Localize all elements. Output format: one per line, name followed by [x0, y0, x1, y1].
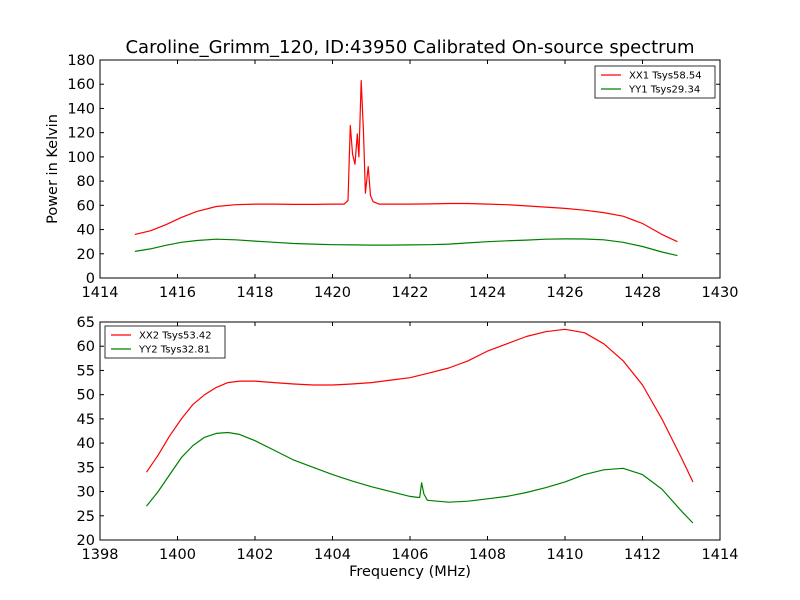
y-axis-title: Power in Kelvin — [45, 114, 61, 224]
x-tick-label: 1414 — [702, 547, 739, 563]
legend: XX1 Tsys58.54 YY1 Tsys29.34 — [594, 65, 716, 99]
series-line-2 — [146, 431, 694, 524]
y-tick-label: 20 — [77, 247, 95, 263]
y-tick-label: 0 — [86, 271, 95, 287]
y-tick-label: 120 — [67, 126, 95, 142]
x-tick-label: 1412 — [624, 547, 661, 563]
y-tick-label: 100 — [67, 150, 95, 166]
x-tick-label: 1422 — [392, 285, 429, 301]
y-tick-label: 40 — [77, 223, 95, 239]
x-tick-label: 1408 — [469, 547, 506, 563]
legend-label: XX1 Tsys58.54 — [629, 71, 702, 82]
y-tick-label: 60 — [77, 198, 95, 214]
x-tick-label: 1414 — [82, 285, 119, 301]
y-tick-label: 140 — [67, 101, 95, 117]
y-tick-label: 55 — [77, 363, 95, 379]
x-tick-label: 1402 — [237, 547, 274, 563]
series-line-2 — [134, 238, 678, 257]
series-line-1 — [146, 328, 694, 483]
x-tick-label: 1406 — [392, 547, 429, 563]
legend-label: YY1 Tsys29.34 — [628, 85, 700, 96]
x-tick-label: 1398 — [82, 547, 119, 563]
y-tick-label: 65 — [77, 315, 95, 331]
y-tick-label: 45 — [77, 412, 95, 428]
x-tick-label: 1426 — [547, 285, 584, 301]
y-tick-label: 20 — [77, 533, 95, 549]
legend-box — [104, 325, 226, 359]
x-tick-label: 1420 — [314, 285, 351, 301]
figure-title: Caroline_Grimm_120, ID:43950 Calibrated … — [125, 37, 694, 58]
y-tick-label: 40 — [77, 436, 95, 452]
y-tick-label: 30 — [77, 485, 95, 501]
x-tick-label: 1400 — [159, 547, 196, 563]
x-tick-label: 1428 — [624, 285, 661, 301]
y-tick-label: 50 — [77, 388, 95, 404]
upper-spectrum-panel: 1414 1416 1418 1420 1422 1424 1426 1428 1430 0 20 4… — [45, 53, 738, 301]
y-tick-label: 35 — [77, 460, 95, 476]
x-tick-label: 1410 — [547, 547, 584, 563]
x-tick-label: 1416 — [159, 285, 196, 301]
legend-box — [594, 65, 716, 99]
legend-label: YY2 Tsys32.81 — [138, 345, 210, 356]
series-line-1 — [134, 80, 678, 243]
y-tick-label: 80 — [77, 174, 95, 190]
legend: XX2 Tsys53.42 YY2 Tsys32.81 — [104, 325, 226, 359]
x-tick-label: 1424 — [469, 285, 506, 301]
lower-spectrum-panel: 1398 1400 1402 1404 1406 1408 1410 1412 1414 20 25… — [77, 315, 739, 580]
x-tick-label: 1404 — [314, 547, 351, 563]
y-tick-label: 60 — [77, 339, 95, 355]
x-tick-label: 1430 — [702, 285, 739, 301]
legend-label: XX2 Tsys53.42 — [139, 331, 212, 342]
y-tick-label: 25 — [77, 509, 95, 525]
x-axis-title: Frequency (MHz) — [349, 564, 471, 580]
x-tick-label: 1418 — [237, 285, 274, 301]
y-tick-label: 180 — [67, 53, 95, 69]
y-tick-label: 160 — [67, 77, 95, 93]
